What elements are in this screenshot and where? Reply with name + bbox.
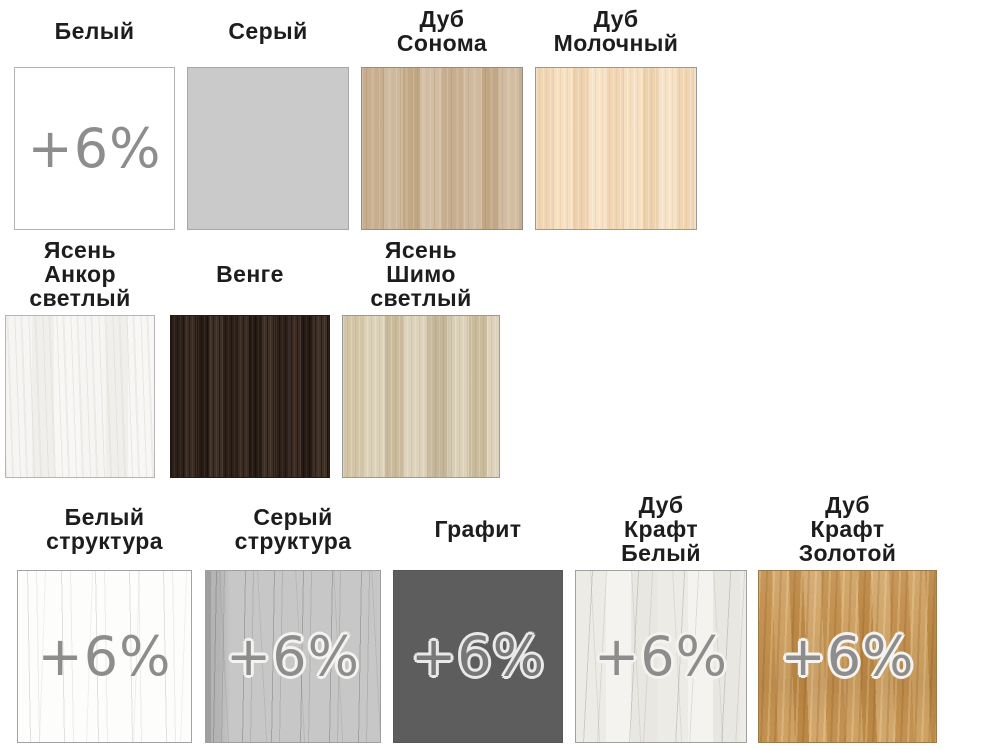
swatch-gray-structure[interactable]: +6%	[205, 570, 381, 743]
surcharge-badge: +6%	[37, 625, 172, 688]
option-wenge[interactable]: Венге	[170, 238, 330, 478]
swatch-white[interactable]: +6%	[14, 67, 175, 230]
swatch-label: Ясень Анкор светлый	[29, 237, 131, 311]
swatch-wenge[interactable]	[170, 315, 330, 478]
swatch-graphite[interactable]: +6%	[393, 570, 563, 743]
swatch-label: Серый структура	[234, 503, 352, 554]
swatch-oak-craft-white[interactable]: +6%	[575, 570, 747, 743]
option-oak-craft-gold[interactable]: Дуб Крафт Золотой +6%	[758, 492, 937, 743]
option-white-structure[interactable]: Белый структура +6%	[17, 492, 192, 743]
option-graphite[interactable]: Графит +6%	[393, 492, 563, 743]
option-gray[interactable]: Серый	[187, 0, 349, 230]
swatch-label: Ясень Шимо светлый	[370, 237, 472, 311]
option-ash-ankor-light[interactable]: Ясень Анкор светлый	[5, 238, 155, 478]
swatch-oak-sonoma[interactable]	[361, 67, 523, 230]
swatch-oak-craft-gold[interactable]: +6%	[758, 570, 937, 743]
surcharge-badge: +6%	[226, 625, 360, 688]
swatch-ash-ankor-light[interactable]	[5, 315, 155, 478]
swatch-label: Дуб Сонома	[396, 6, 488, 56]
swatch-label: Белый структура	[46, 503, 163, 554]
swatch-gray[interactable]	[187, 67, 349, 230]
swatch-label: Дуб Молочный	[553, 6, 679, 56]
swatch-label: Венге	[216, 261, 284, 287]
option-oak-sonoma[interactable]: Дуб Сонома	[361, 0, 523, 230]
option-ash-shimo-light[interactable]: Ясень Шимо светлый	[342, 238, 500, 478]
swatch-oak-milky[interactable]	[535, 67, 697, 230]
swatch-label: Серый	[228, 18, 308, 44]
swatch-ash-shimo-light[interactable]	[342, 315, 500, 478]
surcharge-badge: +6%	[27, 117, 162, 180]
swatch-label: Белый	[54, 18, 135, 44]
option-oak-craft-white[interactable]: Дуб Крафт Белый +6%	[575, 492, 747, 743]
surcharge-badge: +6%	[594, 625, 728, 688]
swatch-label: Графит	[434, 515, 522, 542]
surcharge-badge: +6%	[780, 625, 915, 688]
option-white[interactable]: Белый +6%	[14, 0, 175, 230]
surcharge-badge: +6%	[411, 625, 545, 688]
option-oak-milky[interactable]: Дуб Молочный	[535, 0, 697, 230]
swatch-label: Дуб Крафт Белый	[621, 491, 701, 566]
option-gray-structure[interactable]: Серый структура +6%	[205, 492, 381, 743]
swatch-white-structure[interactable]: +6%	[17, 570, 192, 743]
swatch-label: Дуб Крафт Золотой	[798, 491, 897, 566]
